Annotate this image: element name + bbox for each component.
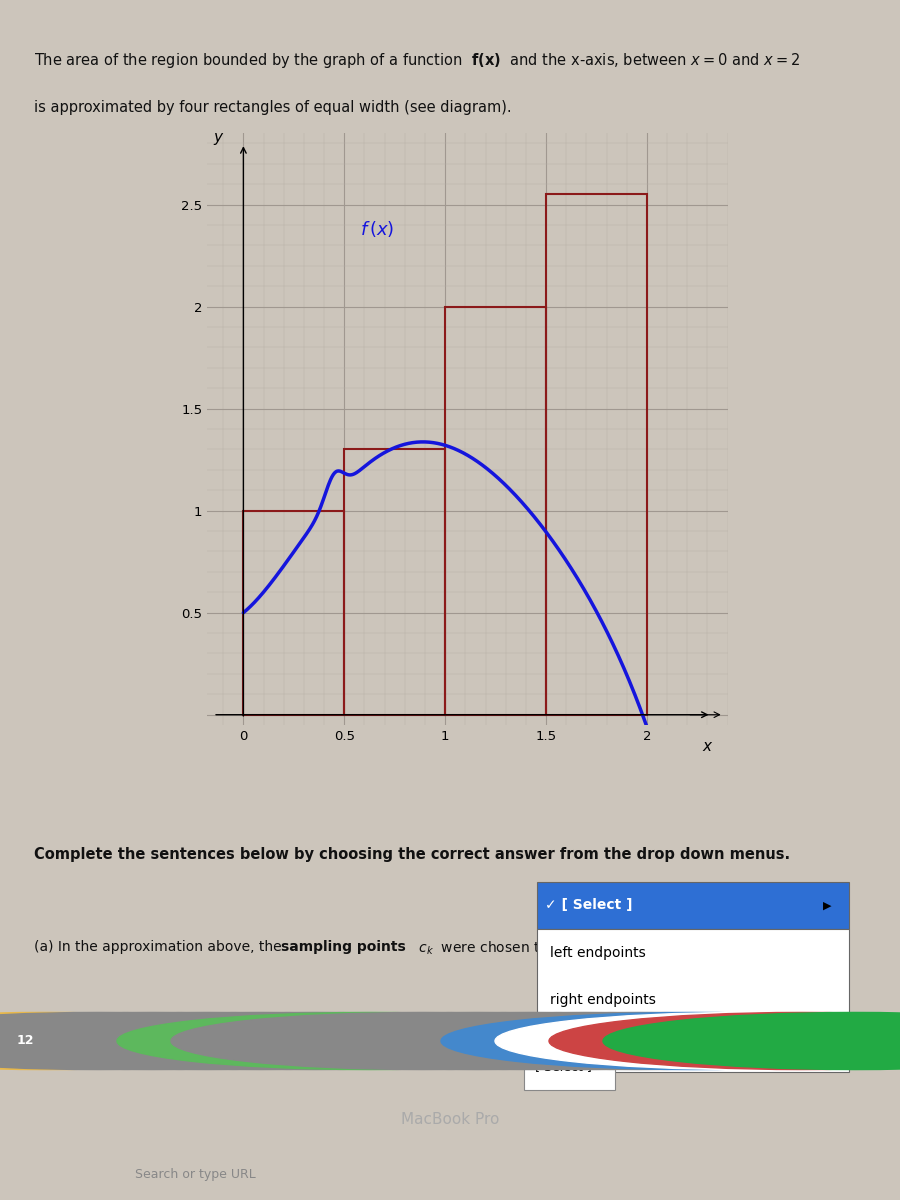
Circle shape [0, 1013, 351, 1069]
Circle shape [63, 1013, 567, 1069]
Circle shape [603, 1013, 900, 1069]
Circle shape [0, 1013, 459, 1069]
Text: area: area [192, 1040, 227, 1054]
Text: midpoints: midpoints [550, 1040, 618, 1055]
Text: is approximated by four rectangles of equal width (see diagram).: is approximated by four rectangles of eq… [33, 100, 511, 115]
Text: $f\,(x)$: $f\,(x)$ [360, 220, 395, 239]
Circle shape [0, 1013, 297, 1069]
Text: [ Select ]: [ Select ] [535, 1060, 592, 1073]
Text: obtained from the four rectangles is: obtained from the four rectangles is [226, 1040, 481, 1054]
Text: $y$: $y$ [213, 131, 225, 148]
Circle shape [495, 1013, 900, 1069]
Circle shape [279, 1013, 783, 1069]
Text: (a) In the approximation above, the: (a) In the approximation above, the [33, 940, 285, 954]
FancyBboxPatch shape [536, 882, 849, 929]
Bar [546, 194, 647, 715]
Circle shape [117, 1013, 621, 1069]
Bar [446, 306, 546, 715]
Text: (b) The approximated: (b) The approximated [33, 1040, 189, 1054]
Text: right endpoints: right endpoints [550, 994, 655, 1007]
FancyBboxPatch shape [524, 1043, 615, 1090]
Text: ✓ [ Select ]: ✓ [ Select ] [545, 899, 633, 912]
Text: Complete the sentences below by choosing the correct answer from the drop down m: Complete the sentences below by choosing… [33, 847, 789, 862]
Circle shape [225, 1013, 729, 1069]
Circle shape [171, 1013, 675, 1069]
Circle shape [549, 1013, 900, 1069]
Bar [345, 450, 446, 715]
Text: The area of the region bounded by the graph of a function  $\mathbf{f(x)}$  and : The area of the region bounded by the gr… [33, 50, 799, 70]
Text: $x$: $x$ [702, 739, 713, 755]
Text: $c_k$  were chosen to be: $c_k$ were chosen to be [414, 940, 570, 958]
Bar [243, 511, 345, 715]
Text: ▶: ▶ [824, 900, 832, 911]
Circle shape [9, 1013, 513, 1069]
Circle shape [387, 1013, 891, 1069]
Circle shape [333, 1013, 837, 1069]
Text: Search or type URL: Search or type URL [135, 1168, 256, 1181]
Text: sampling points: sampling points [281, 940, 406, 954]
Text: 12: 12 [16, 1034, 34, 1048]
Text: MacBook Pro: MacBook Pro [400, 1111, 500, 1127]
Text: left endpoints: left endpoints [550, 946, 645, 960]
Circle shape [0, 1013, 405, 1069]
FancyBboxPatch shape [536, 929, 849, 1072]
Circle shape [441, 1013, 900, 1069]
